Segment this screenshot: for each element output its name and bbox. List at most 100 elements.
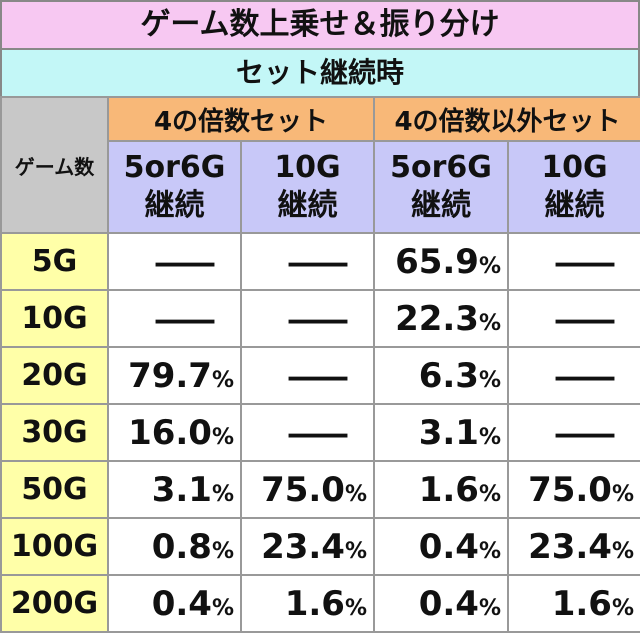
value-cell: 3.1%	[107, 460, 242, 519]
row-header: 30G	[0, 403, 109, 462]
value-number: 23.4	[528, 526, 612, 567]
value-cell: 1.6%	[373, 460, 509, 519]
data-row: 10G — — 22.3% —	[0, 289, 640, 348]
dash: —	[285, 302, 351, 338]
subtitle: セット継続時	[0, 48, 640, 96]
value-cell: 1.6%	[240, 574, 375, 633]
header-row: 5or6G 継続 10G 継続 5or6G 継続 10G 継続	[1, 140, 640, 234]
value-unit: %	[478, 481, 501, 507]
column-header-line: 10G	[541, 150, 608, 185]
value-cell: 0.4%	[107, 574, 242, 633]
value-cell: —	[107, 289, 242, 348]
dash: —	[285, 416, 351, 452]
header-row: ゲーム数 4の倍数セット 4の倍数以外セット	[0, 96, 640, 234]
value-cell: —	[240, 346, 375, 405]
corner-header: ゲーム数	[0, 96, 109, 234]
value-unit: %	[344, 481, 367, 507]
value-unit: %	[211, 424, 234, 450]
value-number: 1.6	[418, 469, 479, 510]
value-cell: —	[507, 403, 640, 462]
value-cell: 22.3%	[373, 289, 509, 348]
row-header: 10G	[0, 289, 109, 348]
row-header: 100G	[0, 517, 109, 576]
value-cell: 23.4%	[507, 517, 640, 576]
value-number: 0.4	[151, 583, 212, 624]
table: ゲーム数 4の倍数セット 4の倍数以外セット 5or6G 継続 10G 継続 5or6G 継続 1…	[0, 96, 640, 633]
value-cell: —	[107, 232, 242, 291]
value-cell: —	[507, 232, 640, 291]
column-header-line: 5or6G	[123, 150, 226, 185]
dash: —	[285, 359, 351, 395]
column-header: 5or6G 継続	[107, 140, 242, 234]
row-header: 50G	[0, 460, 109, 519]
data-row: 200G 0.4% 1.6% 0.4% 1.6%	[0, 574, 640, 633]
value-cell: 3.1%	[373, 403, 509, 462]
value-number: 0.4	[418, 583, 479, 624]
value-number: 1.6	[551, 583, 612, 624]
column-header: 10G 継続	[240, 140, 375, 234]
value-number: 3.1	[418, 412, 479, 453]
value-unit: %	[611, 481, 634, 507]
value-unit: %	[344, 538, 367, 564]
value-cell: 6.3%	[373, 346, 509, 405]
value-unit: %	[478, 310, 501, 336]
value-cell: 1.6%	[507, 574, 640, 633]
value-cell: 75.0%	[240, 460, 375, 519]
dash: —	[552, 302, 618, 338]
value-unit: %	[478, 367, 501, 393]
value-unit: %	[478, 253, 501, 279]
dash: —	[152, 302, 218, 338]
value-unit: %	[211, 481, 234, 507]
value-cell: —	[240, 289, 375, 348]
dash: —	[552, 245, 618, 281]
value-unit: %	[211, 538, 234, 564]
column-header: 5or6G 継続	[373, 140, 509, 234]
column-header-line: 継続	[277, 188, 338, 223]
row-header: 5G	[0, 232, 109, 291]
group-header: 4の倍数セット	[107, 96, 375, 142]
value-cell: 65.9%	[373, 232, 509, 291]
value-number: 0.4	[418, 526, 479, 567]
value-unit: %	[478, 424, 501, 450]
value-unit: %	[611, 595, 634, 621]
column-header-line: 継続	[144, 188, 205, 223]
value-number: 3.1	[151, 469, 212, 510]
value-number: 16.0	[128, 412, 212, 453]
value-unit: %	[211, 595, 234, 621]
dash: —	[552, 416, 618, 452]
value-number: 79.7	[128, 355, 212, 396]
dash: —	[552, 359, 618, 395]
value-number: 0.8	[151, 526, 212, 567]
data-row: 20G 79.7% —6.3% —	[0, 346, 640, 405]
value-number: 65.9	[395, 241, 479, 282]
title: ゲーム数上乗せ＆振り分け	[0, 0, 640, 48]
value-number: 75.0	[528, 469, 612, 510]
data-row: 5G — — 65.9% —	[0, 232, 640, 291]
column-header: 10G 継続	[507, 140, 640, 234]
group-header: 4の倍数以外セット	[373, 96, 640, 142]
value-number: 6.3	[418, 355, 479, 396]
column-header-line: 継続	[411, 188, 471, 223]
value-cell: —	[507, 346, 640, 405]
data-row: 30G 16.0% — 3.1% —	[0, 403, 640, 462]
value-number: 22.3	[395, 298, 479, 339]
value-unit: %	[344, 595, 367, 621]
value-cell: 75.0%	[507, 460, 640, 519]
column-header-line: 継続	[544, 188, 605, 223]
value-cell: 0.8%	[107, 517, 242, 576]
value-number: 1.6	[284, 583, 345, 624]
value-cell: 79.7%	[107, 346, 242, 405]
dash: —	[152, 245, 218, 281]
column-header-line: 5or6G	[390, 150, 492, 185]
value-unit: %	[478, 595, 501, 621]
value-number: 23.4	[261, 526, 345, 567]
value-cell: 0.4%	[373, 574, 509, 633]
row-header: 200G	[0, 574, 109, 633]
value-cell: —	[507, 289, 640, 348]
value-unit: %	[478, 538, 501, 564]
value-unit: %	[611, 538, 634, 564]
data-row: 100G 0.8% 23.4% 0.4% 23.4%	[0, 517, 640, 576]
value-unit: %	[211, 367, 234, 393]
value-cell: —	[240, 403, 375, 462]
